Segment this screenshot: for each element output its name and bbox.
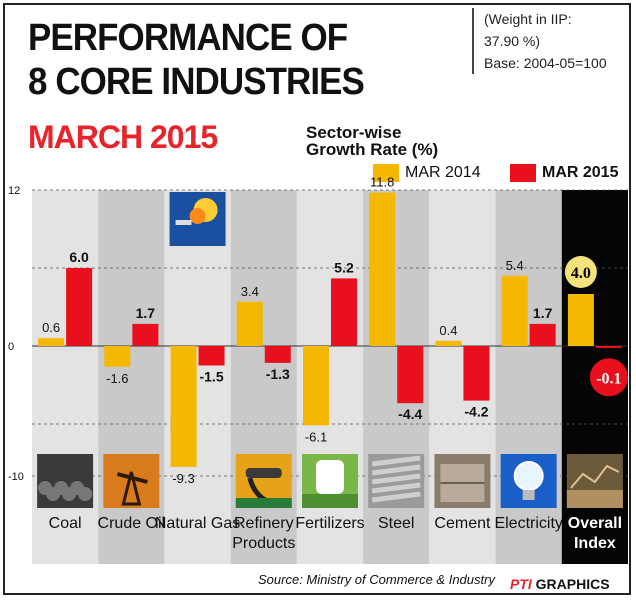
coal-icon [37, 454, 94, 508]
steel-rods-icon [368, 454, 425, 508]
base-line: Base: 2004-05=100 [484, 55, 607, 71]
value-label-mar2014-6: 0.4 [439, 323, 457, 338]
title-line-1: PERFORMANCE OF [28, 17, 348, 59]
cement-icon [434, 454, 491, 508]
bar-mar2014-8 [567, 294, 594, 346]
value-label-mar2014-3: 3.4 [241, 284, 259, 299]
value-label-mar2015-5: -4.4 [398, 406, 422, 422]
brand-credit: PTI GRAPHICS [510, 576, 610, 592]
bar-mar2015-6 [463, 346, 490, 401]
source-note: Source: Ministry of Commerce & Industry [258, 572, 495, 587]
y-tick-label: 0 [8, 341, 14, 353]
bar-mar2014-3 [236, 301, 263, 346]
bar-mar2014-4 [303, 346, 329, 426]
value-label-mar2015-7: 1.7 [533, 305, 553, 321]
value-label-mar2015-3: -1.3 [266, 366, 290, 382]
value-label-mar2015-1: 1.7 [136, 305, 156, 321]
category-label-7: Electricity [494, 515, 562, 532]
y-tick-label: -10 [8, 471, 24, 483]
legend-item-mar2014: MAR 2014 [373, 163, 481, 183]
weight-line-1: (Weight in IIP: [484, 11, 572, 27]
category-label-8: Index [574, 535, 616, 552]
y-tick-label: 12 [8, 185, 20, 197]
value-label-mar2014-2: -9.3 [172, 471, 194, 486]
bar-mar2015-1 [132, 323, 159, 346]
bar-mar2014-1 [104, 346, 131, 367]
legend-item-mar2015: MAR 2015 [510, 163, 618, 183]
y-axis-label-text: Sector-wise Growth Rate (%) [306, 123, 439, 159]
category-label-5: Steel [378, 515, 414, 532]
fertilizer-sack-icon [302, 454, 358, 508]
category-label-6: Cement [434, 515, 491, 532]
value-highlight-mar2015 [589, 358, 628, 397]
title-line-2: 8 CORE INDUSTRIES [28, 61, 365, 103]
bar-mar2015-4 [331, 278, 357, 346]
category-label-3: Refinery [234, 515, 294, 532]
bar-mar2015-3 [264, 346, 291, 363]
value-label-mar2015-2: -1.5 [199, 369, 223, 385]
legend-label-mar2015: MAR 2015 [542, 164, 619, 181]
value-label-mar2015-0: 6.0 [69, 249, 89, 265]
bar-mar2015-2 [198, 346, 225, 366]
weight-note: (Weight in IIP: 37.90 %) Base: 2004-05=1… [472, 8, 607, 74]
category-label-8: Overall [568, 515, 622, 532]
category-label-0: Coal [49, 515, 82, 532]
weight-line-2: 37.90 %) [484, 33, 541, 49]
category-label-4: Fertilizers [295, 515, 364, 532]
overall-index-icon [566, 454, 623, 508]
value-label-mar2014-4: -6.1 [305, 429, 327, 444]
crude-oil-pump-icon [103, 454, 160, 508]
value-highlight-mar2014 [564, 256, 597, 288]
bar-mar2014-2 [170, 346, 197, 467]
bar-mar2015-7 [529, 323, 556, 346]
value-label-mar2014-7: 5.4 [506, 258, 524, 273]
y-axis-label: Sector-wise Growth Rate (%) [306, 124, 456, 158]
category-label-3: Products [232, 535, 295, 552]
gas-flare-icon [169, 192, 226, 246]
legend-swatch-yellow [373, 164, 399, 182]
category-label-2: Natural Gas [155, 515, 240, 532]
value-label-mar2015-4: 5.2 [334, 259, 354, 275]
value-label-mar2014-1: -1.6 [106, 371, 128, 386]
value-label-mar2014-0: 0.6 [42, 320, 60, 335]
bar-mar2015-0 [66, 268, 93, 346]
bar-mar2014-7 [501, 275, 528, 346]
category-label-1: Crude Oil [98, 515, 166, 532]
light-bulb-icon [500, 454, 557, 508]
legend-swatch-red [510, 164, 536, 182]
bar-mar2015-8 [595, 346, 622, 348]
subtitle: MARCH 2015 [28, 119, 218, 155]
value-label-mar2015-6: -4.2 [464, 404, 488, 420]
value-label-mar2014-8: 4.0 [571, 265, 591, 282]
bar-mar2014-0 [38, 338, 65, 346]
fuel-nozzle-icon [235, 454, 292, 508]
bar-mar2014-5 [369, 192, 396, 346]
bar-mar2015-5 [397, 346, 424, 404]
bar-mar2014-6 [435, 340, 462, 346]
legend-label-mar2014: MAR 2014 [405, 164, 481, 181]
brand-graphics: GRAPHICS [535, 576, 610, 592]
value-label-mar2014-5: 11.8 [370, 175, 394, 190]
value-label-mar2015-8: -0.1 [596, 370, 621, 387]
pti-logo: PTI [510, 576, 532, 592]
